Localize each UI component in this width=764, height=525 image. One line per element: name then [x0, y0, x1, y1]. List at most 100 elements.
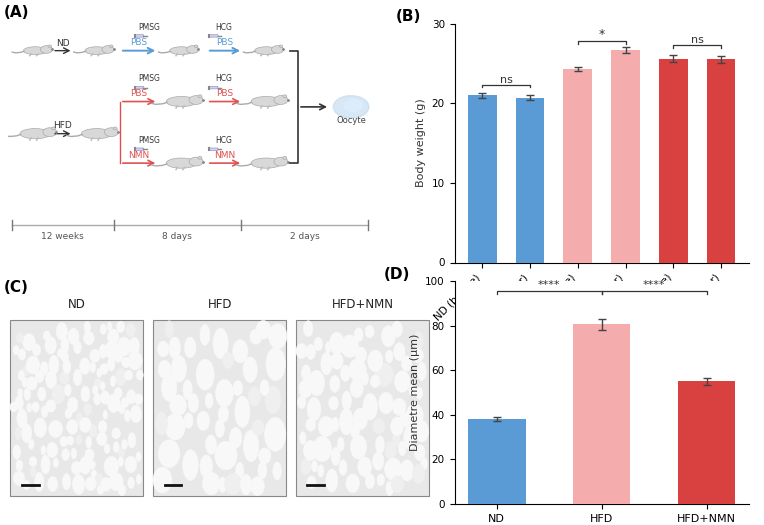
Ellipse shape [299, 380, 312, 398]
Ellipse shape [86, 477, 96, 491]
Ellipse shape [329, 332, 344, 354]
Text: HFD+NMN: HFD+NMN [332, 298, 393, 311]
Text: NMN: NMN [214, 151, 235, 160]
Text: HFD: HFD [53, 121, 72, 130]
Text: HCG: HCG [215, 136, 232, 145]
Bar [468, 419, 526, 504]
Ellipse shape [126, 323, 135, 337]
Ellipse shape [350, 379, 364, 397]
Ellipse shape [200, 455, 212, 478]
Ellipse shape [301, 458, 311, 475]
Ellipse shape [129, 337, 140, 355]
Ellipse shape [393, 433, 400, 447]
Ellipse shape [229, 427, 242, 448]
Ellipse shape [60, 436, 68, 446]
FancyBboxPatch shape [154, 320, 286, 497]
Ellipse shape [183, 380, 193, 400]
Ellipse shape [393, 343, 405, 361]
Ellipse shape [63, 474, 70, 490]
Ellipse shape [22, 377, 28, 387]
Ellipse shape [384, 458, 402, 480]
Ellipse shape [413, 464, 425, 484]
Ellipse shape [417, 362, 426, 381]
Ellipse shape [283, 95, 286, 98]
Ellipse shape [412, 349, 423, 363]
Ellipse shape [413, 331, 423, 350]
Ellipse shape [113, 127, 117, 130]
Ellipse shape [49, 355, 59, 374]
Ellipse shape [337, 437, 345, 452]
Circle shape [344, 100, 363, 111]
Ellipse shape [167, 158, 196, 168]
Ellipse shape [341, 335, 358, 358]
Ellipse shape [329, 396, 338, 410]
Ellipse shape [18, 349, 26, 360]
Ellipse shape [374, 363, 393, 386]
Ellipse shape [23, 480, 30, 490]
Ellipse shape [89, 349, 100, 362]
Ellipse shape [15, 427, 21, 440]
Ellipse shape [41, 406, 48, 417]
Ellipse shape [104, 444, 110, 454]
Ellipse shape [61, 337, 69, 353]
Ellipse shape [197, 411, 209, 430]
Ellipse shape [18, 371, 24, 381]
Ellipse shape [64, 384, 71, 396]
Ellipse shape [350, 425, 360, 438]
Ellipse shape [400, 460, 414, 481]
Ellipse shape [331, 447, 340, 465]
Y-axis label: Body weight (g): Body weight (g) [416, 99, 426, 187]
Ellipse shape [63, 360, 71, 374]
Ellipse shape [167, 97, 196, 107]
Ellipse shape [381, 326, 395, 347]
Ellipse shape [215, 442, 237, 470]
FancyBboxPatch shape [134, 35, 144, 37]
Text: ns: ns [500, 75, 513, 85]
Ellipse shape [386, 481, 393, 496]
Ellipse shape [118, 404, 125, 414]
Ellipse shape [118, 485, 126, 496]
Y-axis label: Diametre mean (μm): Diametre mean (μm) [410, 334, 419, 451]
Ellipse shape [34, 418, 47, 437]
Ellipse shape [233, 340, 248, 363]
Ellipse shape [84, 404, 92, 415]
Text: 8 days: 8 days [162, 232, 193, 240]
Ellipse shape [361, 372, 368, 385]
Ellipse shape [309, 370, 325, 396]
Ellipse shape [24, 388, 31, 400]
Text: HCG: HCG [215, 23, 232, 32]
Ellipse shape [13, 471, 24, 486]
FancyBboxPatch shape [209, 35, 218, 37]
Text: PBS: PBS [216, 89, 233, 98]
Ellipse shape [354, 328, 363, 342]
Ellipse shape [92, 385, 98, 394]
Ellipse shape [376, 436, 384, 454]
Text: (D): (D) [384, 268, 410, 282]
Ellipse shape [243, 357, 257, 382]
Text: PMSG: PMSG [139, 136, 160, 145]
Ellipse shape [118, 457, 124, 467]
Ellipse shape [113, 442, 119, 453]
Ellipse shape [198, 95, 202, 98]
Ellipse shape [184, 337, 196, 358]
Ellipse shape [65, 408, 72, 418]
Ellipse shape [373, 418, 384, 434]
Ellipse shape [215, 419, 225, 437]
Ellipse shape [81, 386, 90, 402]
Ellipse shape [401, 355, 412, 371]
Ellipse shape [48, 45, 51, 47]
Ellipse shape [358, 457, 371, 477]
Ellipse shape [21, 424, 31, 443]
Ellipse shape [353, 408, 367, 429]
Ellipse shape [393, 398, 406, 415]
Ellipse shape [127, 390, 136, 404]
Ellipse shape [131, 405, 141, 423]
Circle shape [274, 96, 288, 104]
Ellipse shape [10, 402, 18, 412]
Ellipse shape [109, 472, 123, 490]
Ellipse shape [235, 396, 250, 427]
Ellipse shape [15, 396, 24, 410]
Ellipse shape [91, 470, 97, 479]
Ellipse shape [266, 348, 286, 381]
Ellipse shape [13, 345, 19, 355]
